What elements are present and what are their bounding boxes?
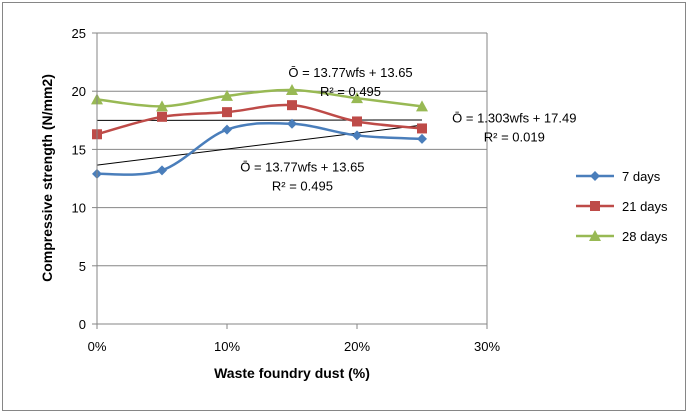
data-point-28-days — [221, 89, 233, 101]
axes — [92, 32, 488, 329]
trendlines — [96, 119, 423, 166]
data-point-7-days — [417, 133, 427, 144]
trendline-equation: Ō = 1.303wfs + 17.49 — [452, 111, 576, 126]
legend-marker-28-days — [589, 230, 601, 241]
x-tick-label: 0% — [88, 339, 107, 354]
tick-labels: 0 5 10 15 20 25 0% 10% 20% 30% — [72, 26, 501, 354]
trendline-r-squared: R² = 0.495 — [320, 84, 381, 99]
data-point-28-days — [416, 100, 428, 112]
data-point-21-days — [157, 111, 167, 122]
x-tick-label: 20% — [344, 339, 370, 354]
trendline — [96, 124, 423, 166]
y-tick-label: 10 — [72, 201, 86, 216]
x-tick-label: 30% — [474, 339, 500, 354]
data-point-7-days — [287, 118, 297, 129]
trendline-equations: Ō = 13.77wfs + 13.65 R² = 0.495 Ō = 13.77w… — [240, 65, 576, 193]
series-line-21-days — [96, 103, 423, 136]
y-tick-label: 15 — [72, 142, 86, 157]
y-tick-label: 25 — [72, 26, 86, 41]
trendline-r-squared: R² = 0.019 — [484, 130, 545, 145]
data-point-21-days — [352, 116, 362, 127]
legend: 7 days 21 days 28 days — [576, 169, 668, 244]
series-line-7-days — [96, 121, 423, 176]
data-point-28-days — [156, 100, 168, 112]
data-point-7-days — [157, 165, 167, 176]
data-point-7-days — [352, 130, 362, 141]
y-axis-title: Compressive strength (N/mm2) — [39, 74, 55, 282]
data-point-28-days — [351, 92, 363, 104]
legend-label-7-days: 7 days — [622, 169, 661, 184]
data-point-7-days — [222, 124, 232, 135]
data-point-21-days — [287, 100, 297, 111]
data-point-21-days — [417, 123, 427, 134]
y-tick-label: 0 — [79, 317, 86, 332]
legend-label-21-days: 21 days — [622, 199, 668, 214]
legend-marker-21-days — [590, 201, 600, 211]
chart-frame — [2, 2, 686, 411]
gridlines — [97, 32, 487, 267]
series-line-28-days — [96, 88, 423, 108]
x-tick-label: 10% — [214, 339, 240, 354]
trendline-r-squared: R² = 0.495 — [272, 179, 333, 194]
legend-marker-7-days — [590, 171, 600, 181]
data-point-28-days — [286, 84, 298, 96]
y-tick-label: 5 — [79, 259, 86, 274]
legend-label-28-days: 28 days — [622, 229, 668, 244]
data-point-21-days — [222, 107, 232, 118]
y-tick-label: 20 — [72, 84, 86, 99]
trendline-equation: Ō = 13.77wfs + 13.65 — [240, 160, 364, 175]
trendline-equation: Ō = 13.77wfs + 13.65 — [288, 65, 412, 80]
x-axis-title: Waste foundry dust (%) — [214, 365, 370, 381]
